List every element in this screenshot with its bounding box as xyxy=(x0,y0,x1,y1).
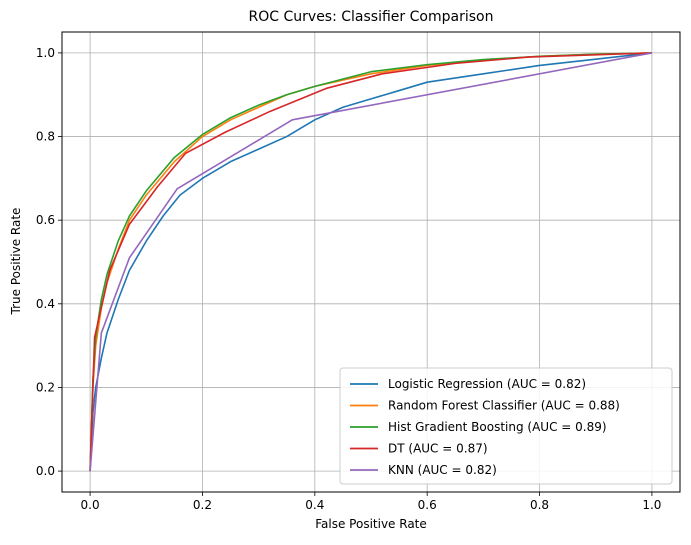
y-tick-label: 0.0 xyxy=(36,464,55,478)
y-axis-label: True Positive Rate xyxy=(9,208,23,316)
x-axis-label: False Positive Rate xyxy=(315,517,427,531)
x-axis: 0.0 0.2 0.4 0.6 0.8 1.0 xyxy=(81,492,661,512)
y-tick-label: 0.2 xyxy=(36,380,55,394)
legend-label-3: DT (AUC = 0.87) xyxy=(388,442,488,456)
legend-label-4: KNN (AUC = 0.82) xyxy=(388,463,497,477)
x-tick-label: 0.0 xyxy=(81,498,100,512)
y-axis: 0.0 0.2 0.4 0.6 0.8 1.0 xyxy=(36,46,62,478)
series-line-4 xyxy=(89,52,653,472)
series-line-0 xyxy=(89,52,652,472)
x-tick-label: 0.2 xyxy=(193,498,212,512)
y-tick-label: 1.0 xyxy=(36,46,55,60)
gridlines xyxy=(62,32,680,492)
legend-box xyxy=(339,367,673,485)
legend-label-0: Logistic Regression (AUC = 0.82) xyxy=(388,377,586,391)
legend-label-2: Hist Gradient Boosting (AUC = 0.89) xyxy=(388,420,607,434)
series-line-2 xyxy=(89,52,652,472)
x-tick-label: 0.6 xyxy=(418,498,437,512)
legend-label-1: Random Forest Classifier (AUC = 0.88) xyxy=(388,399,620,413)
y-tick-label: 0.6 xyxy=(36,213,55,227)
plot-frame xyxy=(61,31,681,493)
chart-title: ROC Curves: Classifier Comparison xyxy=(249,9,494,25)
y-tick-label: 0.8 xyxy=(36,130,55,144)
legend: Logistic Regression (AUC = 0.82) Random F… xyxy=(339,367,673,485)
y-tick-label: 0.4 xyxy=(36,297,55,311)
series-layer xyxy=(89,52,653,472)
x-tick-label: 0.4 xyxy=(305,498,324,512)
x-tick-label: 0.8 xyxy=(530,498,549,512)
series-line-3 xyxy=(89,52,652,472)
x-tick-label: 1.0 xyxy=(642,498,661,512)
